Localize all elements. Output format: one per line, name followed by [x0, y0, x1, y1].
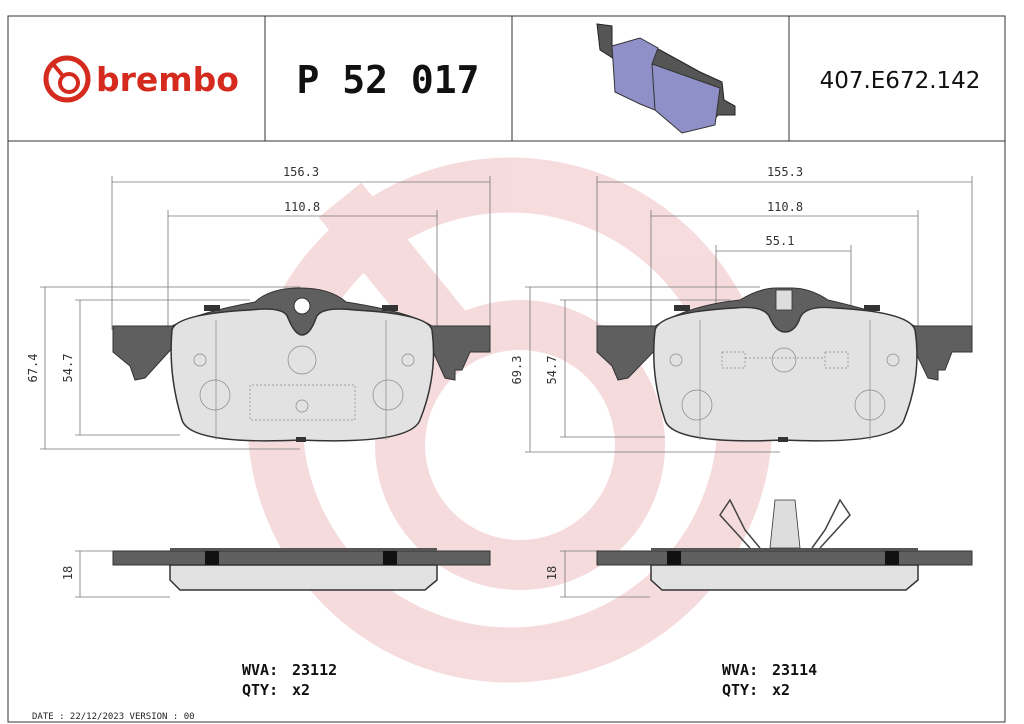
- brand: brembo: [96, 60, 239, 99]
- left-pad-front: [112, 287, 491, 442]
- dimension-label: 69.3: [510, 356, 524, 385]
- dimension-label: 18: [545, 566, 559, 580]
- right-pad-side: [596, 498, 973, 591]
- wva-label: WVA:: [722, 661, 758, 679]
- wva-number: 23112: [292, 661, 337, 679]
- dimension-label: 54.7: [545, 356, 559, 385]
- left-dimensions: [40, 176, 491, 598]
- right-dimensions: [525, 176, 973, 598]
- dimension-label: 110.8: [767, 200, 803, 214]
- pad-render: [596, 23, 736, 134]
- frame: [7, 15, 1006, 723]
- code: 407.E672.142: [820, 68, 981, 94]
- part-number: P 52 017: [296, 58, 479, 102]
- dimension-label: 156.3: [283, 165, 319, 179]
- footer: DATE : 22/12/2023 VERSION : 00: [32, 712, 195, 722]
- dimension-label: 110.8: [284, 200, 320, 214]
- qty-value: x2: [292, 681, 310, 699]
- qty-label: QTY:: [722, 681, 758, 699]
- dimension-label: 155.3: [767, 165, 803, 179]
- dimension-label: 18: [61, 566, 75, 580]
- qty-value: x2: [772, 681, 790, 699]
- wva-label: WVA:: [242, 661, 278, 679]
- wva-number: 23114: [772, 661, 817, 679]
- dimension-label: 55.1: [766, 234, 795, 248]
- dimension-label: 67.4: [26, 354, 40, 383]
- dimension-label: 54.7: [61, 354, 75, 383]
- qty-label: QTY:: [242, 681, 278, 699]
- left-pad-side: [112, 548, 491, 591]
- brand-icon: [43, 55, 91, 103]
- right-pad-front: [596, 287, 973, 442]
